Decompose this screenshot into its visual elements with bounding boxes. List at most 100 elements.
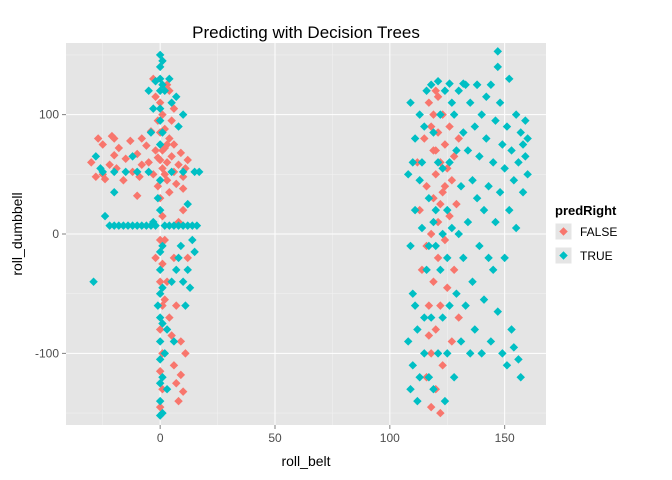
data-point-false (426, 349, 436, 358)
data-point-true (498, 349, 507, 358)
data-point-false (429, 110, 438, 119)
data-point-true (459, 253, 468, 263)
data-point-true (447, 98, 457, 107)
data-point-false (183, 253, 192, 263)
data-point-true (429, 384, 438, 394)
data-point-false (137, 134, 147, 143)
data-point-true (445, 158, 454, 167)
data-point-true (477, 110, 486, 119)
data-point-true (146, 128, 156, 137)
data-point-true (415, 110, 424, 119)
data-point-true (403, 170, 413, 179)
data-point-false (144, 158, 153, 167)
data-point-true (433, 349, 443, 358)
data-point-true (160, 349, 169, 358)
data-point-true (183, 199, 192, 209)
data-point-true (132, 167, 142, 177)
data-point-true (144, 167, 153, 177)
data-point-true (415, 176, 424, 185)
data-point-false (151, 146, 160, 155)
data-point-true (165, 74, 174, 84)
data-point-true (500, 253, 509, 263)
data-point-false (440, 140, 450, 149)
data-point-false (433, 217, 443, 227)
data-point-true (429, 128, 438, 137)
y-tick-label: 100 (39, 108, 59, 122)
data-point-true (424, 193, 434, 203)
data-point-true (507, 325, 516, 334)
data-point-true (149, 104, 158, 113)
data-point-false (162, 158, 172, 167)
data-point-true (479, 295, 489, 304)
data-point-false (443, 283, 452, 292)
data-point-false (126, 136, 135, 146)
data-point-false (153, 153, 163, 162)
y-tick-label: -100 (35, 346, 59, 360)
data-point-false (436, 301, 445, 310)
data-point-false (178, 387, 188, 396)
data-point-false (121, 154, 130, 164)
data-point-true (149, 217, 158, 227)
data-point-false (440, 182, 450, 191)
data-point-true (443, 205, 452, 215)
data-point-false (165, 86, 174, 95)
data-point-true (178, 167, 188, 177)
data-point-false (109, 150, 119, 160)
x-tick-label: 50 (268, 431, 282, 445)
data-point-true (438, 313, 447, 322)
data-point-true (121, 167, 130, 177)
data-point-false (178, 172, 188, 181)
data-point-true (410, 205, 420, 215)
data-point-false (449, 265, 459, 275)
x-tick-label: 0 (157, 431, 164, 445)
legend-label-true: TRUE (580, 249, 613, 263)
data-point-true (456, 182, 466, 191)
data-point-false (162, 277, 172, 286)
data-point-true (463, 146, 473, 155)
data-point-false (169, 253, 179, 263)
data-point-false (142, 141, 151, 150)
data-point-false (424, 98, 434, 107)
data-point-false (114, 143, 124, 153)
data-point-true (482, 134, 491, 143)
data-point-true (100, 211, 110, 221)
data-point-true (413, 396, 422, 406)
data-point-false (169, 140, 179, 149)
legend-item-false: FALSE (554, 222, 617, 241)
data-point-true (109, 167, 119, 177)
data-point-true (449, 373, 459, 382)
data-point-true (491, 116, 500, 125)
legend-label-false: FALSE (580, 225, 617, 239)
data-point-true (438, 164, 447, 173)
data-point-true (477, 349, 486, 358)
data-point-true (155, 355, 165, 364)
data-points (87, 47, 532, 420)
data-point-true (155, 176, 165, 185)
data-point-true (502, 361, 512, 370)
data-point-true (436, 265, 445, 275)
data-point-true (505, 74, 514, 84)
data-point-false (438, 361, 447, 370)
data-point-true (190, 247, 199, 257)
data-point-true (185, 283, 195, 292)
legend: predRight FALSE TRUE (554, 203, 617, 265)
data-point-true (167, 98, 176, 107)
data-point-true (188, 235, 197, 245)
data-point-true (167, 277, 176, 286)
data-point-true (408, 289, 418, 298)
data-point-true (417, 223, 427, 233)
data-point-false (87, 158, 96, 167)
x-axis-title: roll_belt (281, 453, 330, 469)
data-point-true (493, 47, 503, 56)
data-point-true (465, 349, 475, 358)
data-point-false (132, 191, 142, 201)
data-point-true (484, 253, 493, 263)
data-point-true (109, 221, 119, 230)
data-point-true (181, 301, 190, 310)
data-point-false (171, 301, 181, 310)
data-point-true (424, 373, 434, 382)
legend-title: predRight (555, 203, 617, 218)
data-point-true (502, 122, 512, 131)
data-point-true (151, 76, 160, 86)
data-point-true (459, 128, 468, 137)
